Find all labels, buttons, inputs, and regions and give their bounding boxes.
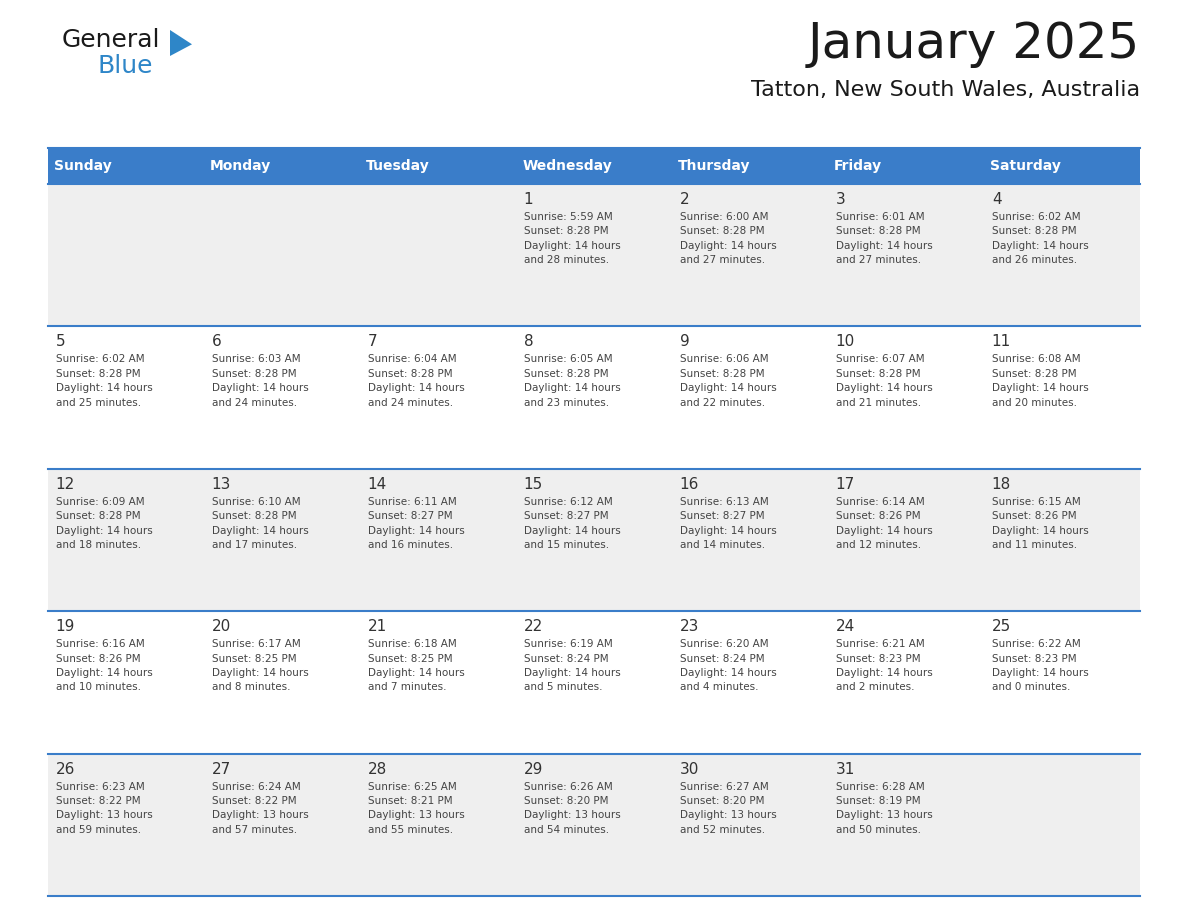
Text: 21: 21 (368, 620, 387, 634)
Text: Sunrise: 6:04 AM
Sunset: 8:28 PM
Daylight: 14 hours
and 24 minutes.: Sunrise: 6:04 AM Sunset: 8:28 PM Dayligh… (368, 354, 465, 408)
Text: Sunrise: 6:26 AM
Sunset: 8:20 PM
Daylight: 13 hours
and 54 minutes.: Sunrise: 6:26 AM Sunset: 8:20 PM Dayligh… (524, 781, 620, 834)
Text: 31: 31 (836, 762, 855, 777)
Text: 27: 27 (211, 762, 230, 777)
Text: 12: 12 (56, 476, 75, 492)
Text: Sunrise: 5:59 AM
Sunset: 8:28 PM
Daylight: 14 hours
and 28 minutes.: Sunrise: 5:59 AM Sunset: 8:28 PM Dayligh… (524, 212, 620, 265)
Text: Sunrise: 6:01 AM
Sunset: 8:28 PM
Daylight: 14 hours
and 27 minutes.: Sunrise: 6:01 AM Sunset: 8:28 PM Dayligh… (836, 212, 933, 265)
Text: 2: 2 (680, 192, 689, 207)
Text: Sunrise: 6:03 AM
Sunset: 8:28 PM
Daylight: 14 hours
and 24 minutes.: Sunrise: 6:03 AM Sunset: 8:28 PM Dayligh… (211, 354, 309, 408)
Text: 14: 14 (368, 476, 387, 492)
Text: Sunrise: 6:12 AM
Sunset: 8:27 PM
Daylight: 14 hours
and 15 minutes.: Sunrise: 6:12 AM Sunset: 8:27 PM Dayligh… (524, 497, 620, 550)
Text: Sunrise: 6:08 AM
Sunset: 8:28 PM
Daylight: 14 hours
and 20 minutes.: Sunrise: 6:08 AM Sunset: 8:28 PM Dayligh… (992, 354, 1088, 408)
Text: Tatton, New South Wales, Australia: Tatton, New South Wales, Australia (751, 80, 1140, 100)
Text: Sunrise: 6:18 AM
Sunset: 8:25 PM
Daylight: 14 hours
and 7 minutes.: Sunrise: 6:18 AM Sunset: 8:25 PM Dayligh… (368, 639, 465, 692)
Text: 9: 9 (680, 334, 689, 350)
Text: 5: 5 (56, 334, 65, 350)
Text: 6: 6 (211, 334, 221, 350)
Bar (48, 469, 1140, 611)
Text: 26: 26 (56, 762, 75, 777)
Text: Friday: Friday (834, 159, 883, 173)
Polygon shape (170, 30, 192, 56)
Text: Sunrise: 6:11 AM
Sunset: 8:27 PM
Daylight: 14 hours
and 16 minutes.: Sunrise: 6:11 AM Sunset: 8:27 PM Dayligh… (368, 497, 465, 550)
Text: 1: 1 (524, 192, 533, 207)
Text: 24: 24 (836, 620, 855, 634)
Text: 7: 7 (368, 334, 378, 350)
Text: Sunrise: 6:07 AM
Sunset: 8:28 PM
Daylight: 14 hours
and 21 minutes.: Sunrise: 6:07 AM Sunset: 8:28 PM Dayligh… (836, 354, 933, 408)
Text: 11: 11 (992, 334, 1011, 350)
Text: Sunrise: 6:19 AM
Sunset: 8:24 PM
Daylight: 14 hours
and 5 minutes.: Sunrise: 6:19 AM Sunset: 8:24 PM Dayligh… (524, 639, 620, 692)
Text: January 2025: January 2025 (808, 20, 1140, 68)
Text: Sunrise: 6:00 AM
Sunset: 8:28 PM
Daylight: 14 hours
and 27 minutes.: Sunrise: 6:00 AM Sunset: 8:28 PM Dayligh… (680, 212, 777, 265)
Text: Sunrise: 6:10 AM
Sunset: 8:28 PM
Daylight: 14 hours
and 17 minutes.: Sunrise: 6:10 AM Sunset: 8:28 PM Dayligh… (211, 497, 309, 550)
Text: Sunrise: 6:02 AM
Sunset: 8:28 PM
Daylight: 14 hours
and 26 minutes.: Sunrise: 6:02 AM Sunset: 8:28 PM Dayligh… (992, 212, 1088, 265)
Bar (48, 754, 1140, 896)
Text: Wednesday: Wednesday (523, 159, 612, 173)
Text: Sunrise: 6:06 AM
Sunset: 8:28 PM
Daylight: 14 hours
and 22 minutes.: Sunrise: 6:06 AM Sunset: 8:28 PM Dayligh… (680, 354, 777, 408)
Text: Sunrise: 6:17 AM
Sunset: 8:25 PM
Daylight: 14 hours
and 8 minutes.: Sunrise: 6:17 AM Sunset: 8:25 PM Dayligh… (211, 639, 309, 692)
Text: Sunrise: 6:02 AM
Sunset: 8:28 PM
Daylight: 14 hours
and 25 minutes.: Sunrise: 6:02 AM Sunset: 8:28 PM Dayligh… (56, 354, 152, 408)
Text: 20: 20 (211, 620, 230, 634)
Text: Sunrise: 6:16 AM
Sunset: 8:26 PM
Daylight: 14 hours
and 10 minutes.: Sunrise: 6:16 AM Sunset: 8:26 PM Dayligh… (56, 639, 152, 692)
Text: Sunrise: 6:25 AM
Sunset: 8:21 PM
Daylight: 13 hours
and 55 minutes.: Sunrise: 6:25 AM Sunset: 8:21 PM Dayligh… (368, 781, 465, 834)
Text: Sunrise: 6:27 AM
Sunset: 8:20 PM
Daylight: 13 hours
and 52 minutes.: Sunrise: 6:27 AM Sunset: 8:20 PM Dayligh… (680, 781, 777, 834)
Text: Sunrise: 6:15 AM
Sunset: 8:26 PM
Daylight: 14 hours
and 11 minutes.: Sunrise: 6:15 AM Sunset: 8:26 PM Dayligh… (992, 497, 1088, 550)
Text: Sunday: Sunday (55, 159, 112, 173)
Text: 28: 28 (368, 762, 387, 777)
Text: 19: 19 (56, 620, 75, 634)
Text: 15: 15 (524, 476, 543, 492)
Text: 10: 10 (836, 334, 855, 350)
Text: Monday: Monday (210, 159, 272, 173)
Text: Saturday: Saturday (991, 159, 1061, 173)
Text: Tuesday: Tuesday (366, 159, 430, 173)
Bar (48, 184, 1140, 327)
Text: Sunrise: 6:20 AM
Sunset: 8:24 PM
Daylight: 14 hours
and 4 minutes.: Sunrise: 6:20 AM Sunset: 8:24 PM Dayligh… (680, 639, 777, 692)
Text: Sunrise: 6:13 AM
Sunset: 8:27 PM
Daylight: 14 hours
and 14 minutes.: Sunrise: 6:13 AM Sunset: 8:27 PM Dayligh… (680, 497, 777, 550)
Text: Sunrise: 6:28 AM
Sunset: 8:19 PM
Daylight: 13 hours
and 50 minutes.: Sunrise: 6:28 AM Sunset: 8:19 PM Dayligh… (836, 781, 933, 834)
Text: Sunrise: 6:23 AM
Sunset: 8:22 PM
Daylight: 13 hours
and 59 minutes.: Sunrise: 6:23 AM Sunset: 8:22 PM Dayligh… (56, 781, 152, 834)
Text: 16: 16 (680, 476, 700, 492)
Text: Sunrise: 6:24 AM
Sunset: 8:22 PM
Daylight: 13 hours
and 57 minutes.: Sunrise: 6:24 AM Sunset: 8:22 PM Dayligh… (211, 781, 309, 834)
Bar (48, 148, 1140, 184)
Text: 29: 29 (524, 762, 543, 777)
Text: 13: 13 (211, 476, 232, 492)
Text: 17: 17 (836, 476, 855, 492)
Text: Thursday: Thursday (678, 159, 751, 173)
Text: Sunrise: 6:14 AM
Sunset: 8:26 PM
Daylight: 14 hours
and 12 minutes.: Sunrise: 6:14 AM Sunset: 8:26 PM Dayligh… (836, 497, 933, 550)
Text: 23: 23 (680, 620, 700, 634)
Text: 4: 4 (992, 192, 1001, 207)
Text: General: General (62, 28, 160, 52)
Text: Sunrise: 6:09 AM
Sunset: 8:28 PM
Daylight: 14 hours
and 18 minutes.: Sunrise: 6:09 AM Sunset: 8:28 PM Dayligh… (56, 497, 152, 550)
Text: 22: 22 (524, 620, 543, 634)
Bar (48, 611, 1140, 754)
Bar (48, 327, 1140, 469)
Text: 25: 25 (992, 620, 1011, 634)
Text: Sunrise: 6:05 AM
Sunset: 8:28 PM
Daylight: 14 hours
and 23 minutes.: Sunrise: 6:05 AM Sunset: 8:28 PM Dayligh… (524, 354, 620, 408)
Text: 8: 8 (524, 334, 533, 350)
Text: Blue: Blue (97, 54, 153, 78)
Text: 3: 3 (836, 192, 846, 207)
Text: Sunrise: 6:22 AM
Sunset: 8:23 PM
Daylight: 14 hours
and 0 minutes.: Sunrise: 6:22 AM Sunset: 8:23 PM Dayligh… (992, 639, 1088, 692)
Text: 30: 30 (680, 762, 700, 777)
Text: 18: 18 (992, 476, 1011, 492)
Text: Sunrise: 6:21 AM
Sunset: 8:23 PM
Daylight: 14 hours
and 2 minutes.: Sunrise: 6:21 AM Sunset: 8:23 PM Dayligh… (836, 639, 933, 692)
